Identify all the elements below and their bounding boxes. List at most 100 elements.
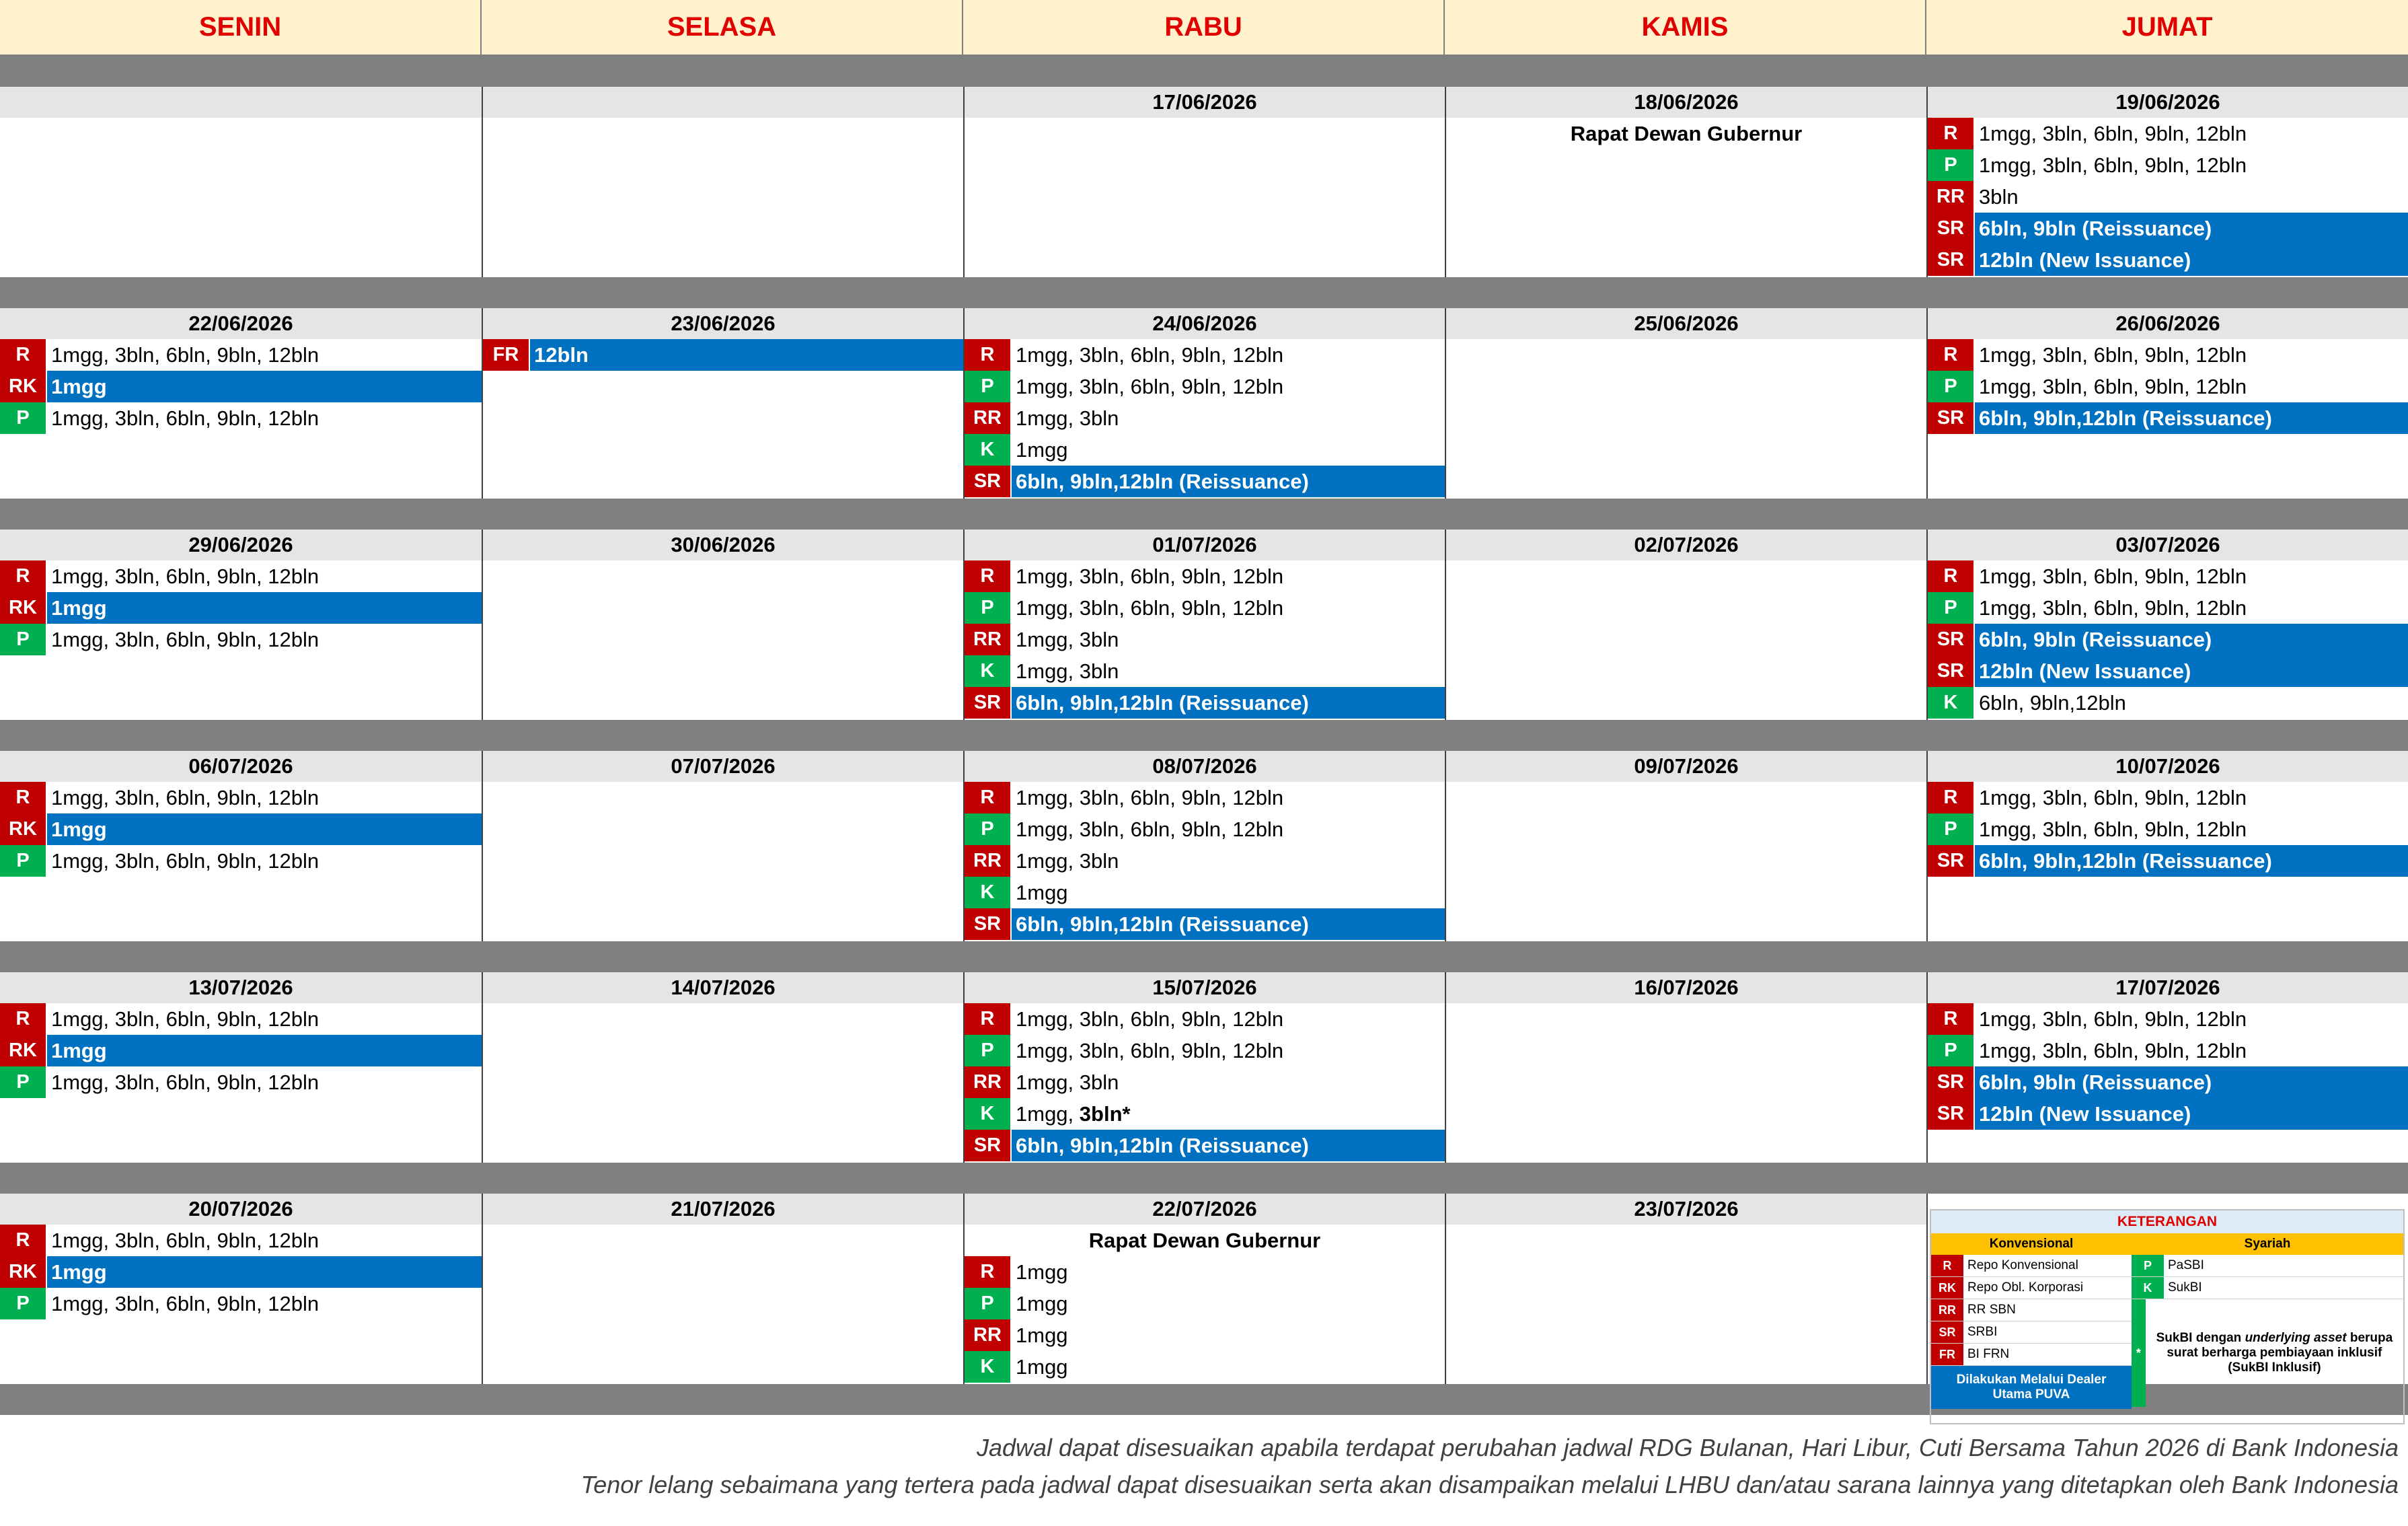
day-cell: 20/07/2026 R 1mgg, 3bln, 6bln, 9bln, 12bln…	[0, 1194, 482, 1384]
instrument-tag: R	[965, 782, 1012, 813]
legend-note-part-a: SukBI dengan	[2156, 1331, 2245, 1345]
legend-sharia-note: SukBI dengan underlying asset berupa sur…	[2146, 1331, 2403, 1375]
tenor-text: 6bln, 9bln,12bln (Reissuance)	[1975, 406, 2272, 431]
day-date: 29/06/2026	[0, 530, 482, 560]
instrument-tag: K	[965, 655, 1012, 687]
tenor-value: 1mgg	[1016, 1260, 1068, 1284]
instrument-tag: R	[0, 782, 47, 813]
day-date: 17/07/2026	[1928, 972, 2408, 1003]
day-date: 15/07/2026	[965, 972, 1445, 1003]
legend-row: K SukBI	[2132, 1277, 2403, 1299]
instrument-tag: P	[0, 402, 47, 434]
auction-item: RR 3bln	[1928, 181, 2408, 213]
weekday-friday: JUMAT	[1926, 0, 2408, 56]
tenor-value: 1mgg	[51, 1038, 107, 1062]
legend-label: Repo Obl. Korporasi	[1967, 1280, 2084, 1295]
auction-item: K 6bln, 9bln,12bln	[1928, 687, 2408, 719]
day-cell: 17/06/2026	[963, 87, 1445, 277]
day-date: 03/07/2026	[1928, 530, 2408, 560]
tenor-text: 1mgg, 3bln, 6bln, 9bln, 12bln	[47, 406, 319, 431]
instrument-tag: R	[965, 1256, 1012, 1288]
tenor-text: 6bln, 9bln (Reissuance)	[1975, 1070, 2212, 1095]
auction-item: P 1mgg, 3bln, 6bln, 9bln, 12bln	[965, 592, 1445, 624]
day-cell: 15/07/2026 R 1mgg, 3bln, 6bln, 9bln, 12bln…	[963, 972, 1445, 1163]
instrument-tag: RR	[965, 1066, 1012, 1098]
tenor-value: 1mgg, 3bln, 6bln, 9bln, 12bln	[51, 785, 319, 809]
day-date: 22/06/2026	[0, 308, 482, 339]
tenor-value: 1mgg, 3bln	[1016, 627, 1119, 651]
calendar-week: 13/07/2026 R 1mgg, 3bln, 6bln, 9bln, 12bln…	[0, 941, 2408, 1163]
tenor-text: 12bln (New Issuance)	[1975, 1102, 2191, 1126]
tenor-value: 1mgg, 3bln	[1016, 406, 1119, 430]
tenor-value: 1mgg,	[1016, 1101, 1080, 1126]
day-date: 18/06/2026	[1446, 87, 1926, 118]
auction-item: P 1mgg, 3bln, 6bln, 9bln, 12bln	[1928, 1035, 2408, 1066]
legend-row: RK Repo Obl. Korporasi	[1931, 1277, 2132, 1299]
auction-item: RR 1mgg, 3bln	[965, 624, 1445, 655]
auction-item: P 1mgg, 3bln, 6bln, 9bln, 12bln	[1928, 813, 2408, 845]
tenor-value: 1mgg, 3bln, 6bln, 9bln, 12bln	[1979, 817, 2247, 841]
day-cell: 21/07/2026	[482, 1194, 963, 1384]
tenor-text: 1mgg	[47, 596, 107, 620]
tenor-value: 12bln (New Issuance)	[1979, 248, 2191, 272]
day-date: 13/07/2026	[0, 972, 482, 1003]
tenor-text: 6bln, 9bln (Reissuance)	[1975, 628, 2212, 652]
legend-row-star: * SukBI dengan underlying asset berupa s…	[2132, 1299, 2403, 1407]
week-separator	[0, 277, 2408, 308]
instrument-tag: P	[1928, 371, 1975, 402]
tenor-text: 12bln (New Issuance)	[1975, 659, 2191, 684]
instrument-tag: SR	[965, 908, 1012, 940]
tenor-value: 1mgg	[1016, 1291, 1068, 1315]
day-date: 19/06/2026	[1928, 87, 2408, 118]
tenor-value: 12bln (New Issuance)	[1979, 1101, 2191, 1126]
instrument-tag: R	[1928, 560, 1975, 592]
tenor-text: 1mgg	[1012, 1355, 1068, 1379]
tenor-value: 1mgg, 3bln	[1016, 848, 1119, 873]
tenor-text: 1mgg, 3bln, 6bln, 9bln, 12bln	[47, 849, 319, 873]
instrument-tag: SR	[1928, 402, 1975, 434]
instrument-tag: P	[965, 371, 1012, 402]
tenor-text: 1mgg, 3bln	[1012, 406, 1119, 431]
day-cell	[0, 87, 482, 277]
day-cell: 23/06/2026 FR 12bln	[482, 308, 963, 499]
instrument-tag: RK	[0, 1256, 47, 1288]
tenor-text: 6bln, 9bln,12bln	[1975, 691, 2126, 715]
day-event: Rapat Dewan Gubernur	[1570, 121, 1803, 145]
tenor-value: 1mgg, 3bln, 6bln, 9bln, 12bln	[51, 1228, 319, 1252]
instrument-tag: R	[1928, 782, 1975, 813]
day-cell: 07/07/2026	[482, 751, 963, 941]
instrument-tag: SR	[1928, 655, 1975, 687]
tenor-text: 1mgg, 3bln, 6bln, 9bln, 12bln	[1012, 375, 1283, 399]
tenor-value: 1mgg, 3bln, 6bln, 9bln, 12bln	[1016, 342, 1284, 367]
legend-row: FR BI FRN	[1931, 1344, 2132, 1366]
day-date: 20/07/2026	[0, 1194, 482, 1225]
calendar-week: 22/06/2026 R 1mgg, 3bln, 6bln, 9bln, 12bln…	[0, 277, 2408, 499]
legend-row: SR SRBI	[1931, 1321, 2132, 1344]
tenor-value: 1mgg	[51, 817, 107, 841]
day-cell: 30/06/2026	[482, 530, 963, 720]
auction-item: FR 12bln	[483, 339, 963, 371]
instrument-tag: P	[0, 1066, 47, 1098]
instrument-tag: K	[965, 1351, 1012, 1383]
tenor-value: 1mgg, 3bln, 6bln, 9bln, 12bln	[1979, 595, 2247, 620]
instrument-tag: K	[965, 434, 1012, 466]
tenor-text: 3bln	[1975, 185, 2019, 209]
day-cell: 10/07/2026 R 1mgg, 3bln, 6bln, 9bln, 12bln…	[1926, 751, 2408, 941]
auction-item: P 1mgg, 3bln, 6bln, 9bln, 12bln	[0, 845, 482, 877]
day-date: 22/07/2026	[965, 1194, 1445, 1225]
day-cell: 09/07/2026	[1445, 751, 1926, 941]
auction-item: P 1mgg	[965, 1288, 1445, 1319]
weekday-header-row: SENIN SELASA RABU KAMIS JUMAT	[0, 0, 2408, 56]
instrument-tag: RR	[965, 624, 1012, 655]
instrument-tag: P	[965, 1288, 1012, 1319]
day-date: 24/06/2026	[965, 308, 1445, 339]
day-cell: 24/06/2026 R 1mgg, 3bln, 6bln, 9bln, 12bln…	[963, 308, 1445, 499]
instrument-tag: R	[965, 560, 1012, 592]
week-separator	[0, 499, 2408, 530]
day-date: 17/06/2026	[965, 87, 1445, 118]
day-date: 16/07/2026	[1446, 972, 1926, 1003]
instrument-tag: FR	[483, 339, 530, 371]
tenor-text: 1mgg, 3bln, 6bln, 9bln, 12bln	[1975, 596, 2247, 620]
tenor-text: 6bln, 9bln,12bln (Reissuance)	[1012, 912, 1309, 937]
tenor-text: 1mgg	[1012, 881, 1068, 905]
